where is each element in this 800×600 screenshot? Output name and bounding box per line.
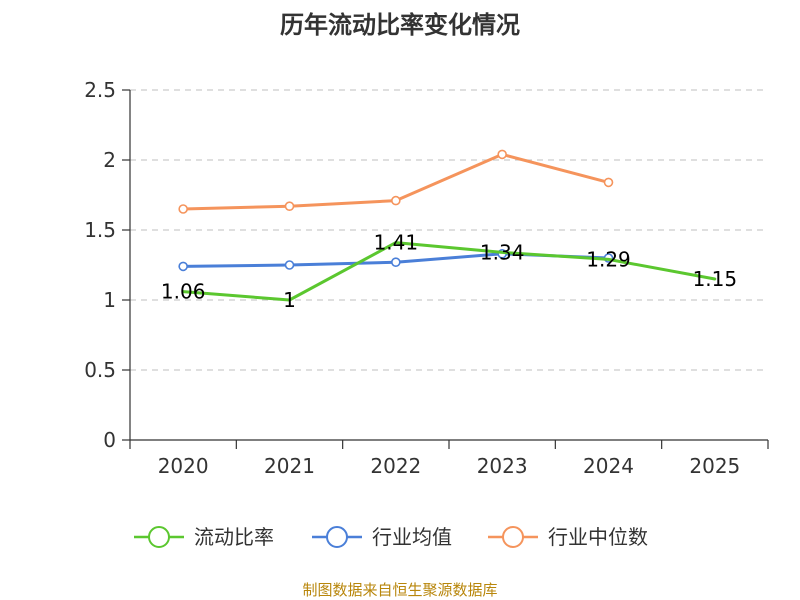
series-2-point-2020: [178, 204, 188, 214]
y-tick-label-3: 1.5: [84, 218, 116, 242]
x-tick-label-2023: 2023: [477, 454, 528, 478]
series-2-point-2022: [391, 195, 401, 206]
legend-label: 流动比率: [194, 525, 274, 549]
data-label-2021: 1: [283, 288, 296, 312]
series-lines: [178, 149, 717, 302]
axes: 0 0.5 1 1.5 2 2.5 2020 2021 2022 2023 2024 2025: [84, 78, 769, 478]
y-tick-label-5: 2.5: [84, 78, 116, 102]
data-labels: 1.06 1 1.41 1.34 1.29 1.15: [161, 231, 737, 312]
legend-item-1[interactable]: 行业均值: [312, 525, 452, 549]
legend[interactable]: 流动比率 行业均值 行业中位数: [134, 525, 648, 549]
series-1-point-2021: [284, 260, 295, 270]
series-1-point-2020: [178, 261, 188, 272]
series-1-point-2022: [391, 257, 401, 268]
source-note: 制图数据来自恒生聚源数据库: [302, 581, 497, 599]
series-2-point-2021: [284, 201, 295, 211]
data-label-2022: 1.41: [374, 231, 419, 255]
grid-lines: [130, 89, 768, 371]
x-tick-label-2020: 2020: [158, 454, 209, 478]
data-label-2023: 1.34: [480, 240, 525, 264]
x-tick-label-2022: 2022: [370, 454, 421, 478]
y-tick-label-4: 2: [103, 148, 116, 172]
legend-circle-icon: [326, 526, 348, 548]
legend-item-0[interactable]: 流动比率: [134, 525, 274, 549]
chart-title: 历年流动比率变化情况: [280, 11, 520, 39]
y-tick-label-1: 0.5: [84, 358, 116, 382]
data-label-2020: 1.06: [161, 280, 206, 304]
legend-circle-icon: [148, 526, 170, 548]
legend-item-2[interactable]: 行业中位数: [488, 525, 648, 549]
legend-label: 行业均值: [372, 525, 452, 549]
data-label-2025: 1.15: [693, 267, 738, 291]
legend-circle-icon: [502, 526, 524, 548]
x-tick-label-2024: 2024: [583, 454, 634, 478]
series-line-0: [181, 241, 717, 302]
y-tick-label-0: 0: [103, 428, 116, 452]
y-tick-label-2: 1: [103, 288, 116, 312]
series-2-point-2023: [497, 149, 507, 160]
x-tick-label-2025: 2025: [689, 454, 740, 478]
data-label-2024: 1.29: [586, 247, 631, 271]
legend-label: 行业中位数: [548, 525, 648, 549]
x-tick-label-2021: 2021: [264, 454, 315, 478]
series-2-point-2024: [603, 177, 614, 188]
